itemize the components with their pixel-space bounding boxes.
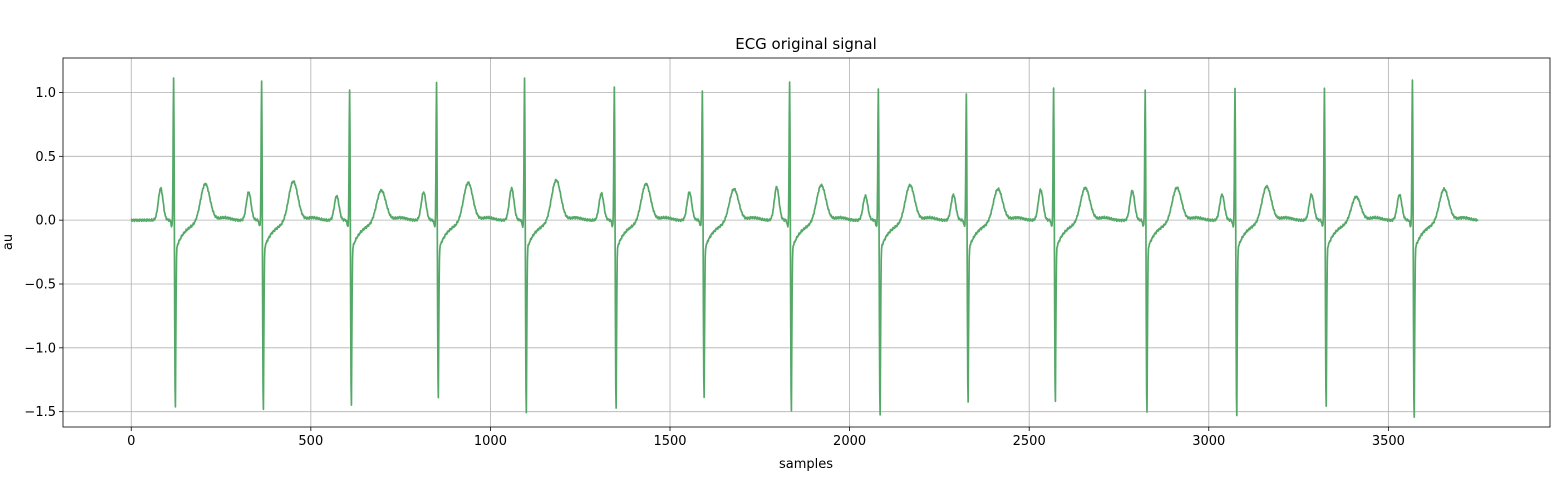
y-tick-label: 1.0	[35, 86, 56, 101]
grid	[63, 58, 1550, 427]
x-axis: 0 500 1000 1500 2000 2500 3000 3500	[127, 427, 1405, 449]
y-tick-label: 0.5	[35, 150, 56, 165]
y-tick-label: −0.5	[24, 277, 56, 292]
x-tick-label: 2000	[833, 434, 866, 449]
x-tick-label: 2500	[1013, 434, 1046, 449]
plot-frame	[62, 57, 1551, 428]
y-tick-label: 0.0	[35, 214, 56, 229]
x-tick-label: 500	[298, 434, 323, 449]
plot-area	[130, 77, 1479, 418]
y-tick-label: −1.5	[24, 405, 56, 420]
y-tick-label: −1.0	[24, 341, 56, 356]
chart-title: ECG original signal	[735, 35, 877, 53]
x-tick-label: 3500	[1372, 434, 1405, 449]
x-tick-label: 3000	[1192, 434, 1225, 449]
x-tick-label: 0	[127, 434, 135, 449]
x-tick-label: 1500	[653, 434, 686, 449]
y-axis-title: au	[1, 234, 16, 250]
x-axis-title: samples	[779, 457, 833, 472]
y-axis: −1.5 −1.0 −0.5 0.0 0.5 1.0	[24, 86, 63, 420]
x-tick-label: 1000	[474, 434, 507, 449]
ecg-signal-line	[130, 77, 1479, 418]
